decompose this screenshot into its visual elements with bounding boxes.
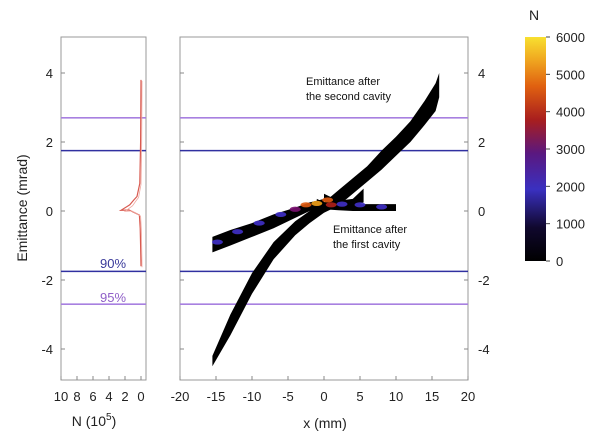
emittance-band xyxy=(212,73,440,367)
density-point xyxy=(322,197,334,203)
annotation-second-cavity-line1: Emittance after xyxy=(306,76,380,88)
x-tick-label: 8 xyxy=(73,389,80,404)
density-point xyxy=(275,211,287,218)
density-point xyxy=(376,204,388,210)
annotation-first-cavity-line2: the first cavity xyxy=(333,239,401,251)
left-panel: 420-2-4 10 8 6 4 2 0 90% 95% Emittance (mrad)… xyxy=(14,36,147,429)
x-tick-label: 10 xyxy=(389,389,403,404)
distribution-curve xyxy=(118,79,142,267)
density-point xyxy=(300,202,312,208)
label-95-percent: 95% xyxy=(100,290,126,305)
density-point xyxy=(232,229,244,235)
x-tick-label: 2 xyxy=(121,389,128,404)
left-x-ticks: 10 8 6 4 2 0 xyxy=(54,376,145,404)
x-tick-label: -15 xyxy=(207,389,226,404)
x-tick-label: 5 xyxy=(356,389,363,404)
emittance-distributions xyxy=(212,73,440,367)
x-tick-label: 20 xyxy=(461,389,475,404)
annotation-second-cavity-line2: the second cavity xyxy=(306,91,391,103)
colorbar-title: N xyxy=(529,7,539,23)
y-tick-label: 0 xyxy=(46,204,53,219)
density-point xyxy=(325,202,337,208)
density-point xyxy=(336,201,348,207)
y-tick-label: -4 xyxy=(41,342,53,357)
colorbar-tick-label: 1000 xyxy=(556,217,585,232)
x-tick-label: 15 xyxy=(425,389,439,404)
annotation-first-cavity-line1: Emittance after xyxy=(333,224,407,236)
y-tick-label: -4 xyxy=(478,342,490,357)
density-point xyxy=(211,239,223,245)
colorbar-tick-label: 5000 xyxy=(556,67,585,82)
x-tick-label: 6 xyxy=(89,389,96,404)
y-axis-label: Emittance (mrad) xyxy=(14,154,30,261)
right-panel: 420-2-4 -20 -15 -10 -5 0 5 10 15 20 Emittance af… xyxy=(171,36,490,431)
colorbar-tick-label: 4000 xyxy=(556,105,585,120)
density-point xyxy=(289,206,301,212)
right-x-ticks: -20 -15 -10 -5 0 5 10 15 20 xyxy=(171,376,475,404)
left-y-ticks: 4 2 0 -2 -4 xyxy=(41,66,65,357)
right-x-axis-label: x (mm) xyxy=(303,415,347,431)
y-tick-label: -2 xyxy=(478,273,490,288)
y-tick-label: 0 xyxy=(478,204,485,219)
right-y-ticks: 4 2 0 -2 -4 xyxy=(180,66,490,357)
x-tick-label: 0 xyxy=(137,389,144,404)
y-tick-label: -2 xyxy=(41,273,53,288)
x-tick-label: 0 xyxy=(320,389,327,404)
left-plot-frame xyxy=(60,36,147,381)
emittance-band xyxy=(324,188,364,207)
x-tick-label: -20 xyxy=(171,389,190,404)
y-tick-label: 2 xyxy=(46,135,53,150)
x-tick-label: 10 xyxy=(54,389,68,404)
density-point xyxy=(354,202,366,208)
colorbar: N 6000 5000 4000 3000 2000 1000 0 xyxy=(525,7,585,269)
x-tick-label: 4 xyxy=(105,389,112,404)
x-tick-label: -5 xyxy=(282,389,294,404)
label-90-percent: 90% xyxy=(100,256,126,271)
distribution-curve-inner xyxy=(123,80,143,268)
high-density-core xyxy=(211,197,388,245)
colorbar-tick-label: 3000 xyxy=(556,142,585,157)
x-tick-label: -10 xyxy=(243,389,262,404)
left-reference-lines xyxy=(61,117,146,305)
colorbar-ticks: 6000 5000 4000 3000 2000 1000 0 xyxy=(546,30,585,269)
left-x-axis-label: N (105) xyxy=(72,412,116,429)
colorbar-tick-label: 0 xyxy=(556,254,563,269)
colorbar-tick-label: 6000 xyxy=(556,30,585,45)
y-tick-label: 2 xyxy=(478,135,485,150)
density-point xyxy=(253,220,265,226)
colorbar-gradient xyxy=(525,37,546,261)
colorbar-tick-label: 2000 xyxy=(556,179,585,194)
y-tick-label: 4 xyxy=(46,66,53,81)
y-tick-label: 4 xyxy=(478,66,485,81)
emittance-band xyxy=(212,198,324,253)
density-point xyxy=(311,200,323,207)
